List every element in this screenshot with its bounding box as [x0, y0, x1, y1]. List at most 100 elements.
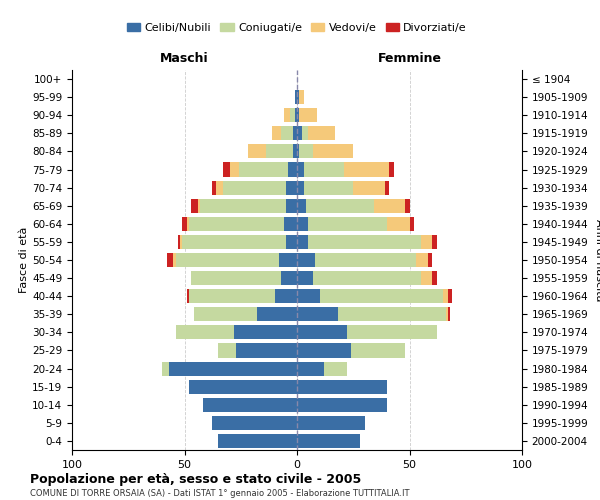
- Bar: [180, 235, 182, 249]
- Bar: [275, 289, 297, 303]
- Bar: [313, 271, 421, 285]
- Bar: [281, 271, 297, 285]
- Bar: [288, 162, 297, 176]
- Bar: [353, 180, 385, 194]
- Bar: [182, 217, 187, 231]
- Bar: [265, 144, 293, 158]
- Bar: [297, 398, 387, 412]
- Bar: [293, 144, 297, 158]
- Bar: [218, 344, 236, 357]
- Y-axis label: Anni di nascita: Anni di nascita: [594, 219, 600, 301]
- Bar: [443, 289, 448, 303]
- Bar: [218, 434, 297, 448]
- Bar: [409, 217, 414, 231]
- Bar: [448, 289, 452, 303]
- Text: Maschi: Maschi: [160, 52, 209, 64]
- Bar: [162, 362, 169, 376]
- Bar: [320, 289, 443, 303]
- Bar: [297, 434, 360, 448]
- Bar: [297, 90, 299, 104]
- Bar: [189, 217, 284, 231]
- Bar: [297, 162, 304, 176]
- Bar: [191, 198, 198, 213]
- Bar: [176, 326, 234, 340]
- Bar: [212, 180, 216, 194]
- Bar: [304, 162, 344, 176]
- Bar: [187, 217, 189, 231]
- Bar: [297, 217, 308, 231]
- Bar: [308, 126, 335, 140]
- Bar: [286, 180, 297, 194]
- Bar: [216, 180, 223, 194]
- Bar: [193, 307, 257, 322]
- Bar: [448, 307, 450, 322]
- Bar: [284, 217, 297, 231]
- Bar: [297, 126, 302, 140]
- Bar: [306, 198, 373, 213]
- Bar: [234, 326, 297, 340]
- Bar: [257, 307, 297, 322]
- Bar: [351, 344, 405, 357]
- Bar: [189, 289, 275, 303]
- Bar: [297, 344, 351, 357]
- Bar: [169, 362, 297, 376]
- Bar: [302, 126, 308, 140]
- Bar: [200, 198, 286, 213]
- Bar: [281, 126, 293, 140]
- Bar: [297, 253, 315, 267]
- Bar: [279, 253, 297, 267]
- Bar: [248, 144, 265, 158]
- Bar: [387, 217, 409, 231]
- Bar: [421, 271, 432, 285]
- Bar: [389, 162, 394, 176]
- Bar: [297, 235, 308, 249]
- Bar: [290, 108, 295, 122]
- Bar: [416, 253, 427, 267]
- Bar: [299, 108, 317, 122]
- Bar: [337, 307, 445, 322]
- Bar: [421, 235, 432, 249]
- Bar: [304, 180, 353, 194]
- Bar: [432, 235, 437, 249]
- Bar: [176, 253, 279, 267]
- Bar: [173, 253, 176, 267]
- Bar: [385, 180, 389, 194]
- Bar: [223, 162, 229, 176]
- Bar: [178, 235, 180, 249]
- Bar: [286, 198, 297, 213]
- Bar: [212, 416, 297, 430]
- Bar: [295, 108, 297, 122]
- Bar: [297, 180, 304, 194]
- Bar: [297, 108, 299, 122]
- Bar: [167, 253, 173, 267]
- Bar: [315, 253, 416, 267]
- Bar: [445, 307, 448, 322]
- Bar: [344, 162, 389, 176]
- Bar: [299, 90, 304, 104]
- Bar: [297, 271, 313, 285]
- Bar: [427, 253, 432, 267]
- Bar: [373, 198, 405, 213]
- Bar: [295, 90, 297, 104]
- Bar: [239, 162, 288, 176]
- Bar: [187, 289, 189, 303]
- Bar: [203, 398, 297, 412]
- Bar: [198, 198, 200, 213]
- Bar: [286, 235, 297, 249]
- Y-axis label: Fasce di età: Fasce di età: [19, 227, 29, 293]
- Bar: [297, 144, 299, 158]
- Bar: [236, 344, 297, 357]
- Bar: [284, 108, 290, 122]
- Text: Femmine: Femmine: [377, 52, 442, 64]
- Bar: [297, 362, 324, 376]
- Legend: Celibi/Nubili, Coniugati/e, Vedovi/e, Divorziati/e: Celibi/Nubili, Coniugati/e, Vedovi/e, Di…: [122, 18, 472, 38]
- Bar: [182, 235, 286, 249]
- Text: COMUNE DI TORRE ORSAIA (SA) - Dati ISTAT 1° gennaio 2005 - Elaborazione TUTTITAL: COMUNE DI TORRE ORSAIA (SA) - Dati ISTAT…: [30, 489, 409, 498]
- Bar: [313, 144, 353, 158]
- Bar: [223, 180, 286, 194]
- Bar: [297, 326, 347, 340]
- Bar: [272, 126, 281, 140]
- Bar: [297, 380, 387, 394]
- Bar: [299, 144, 313, 158]
- Bar: [308, 217, 387, 231]
